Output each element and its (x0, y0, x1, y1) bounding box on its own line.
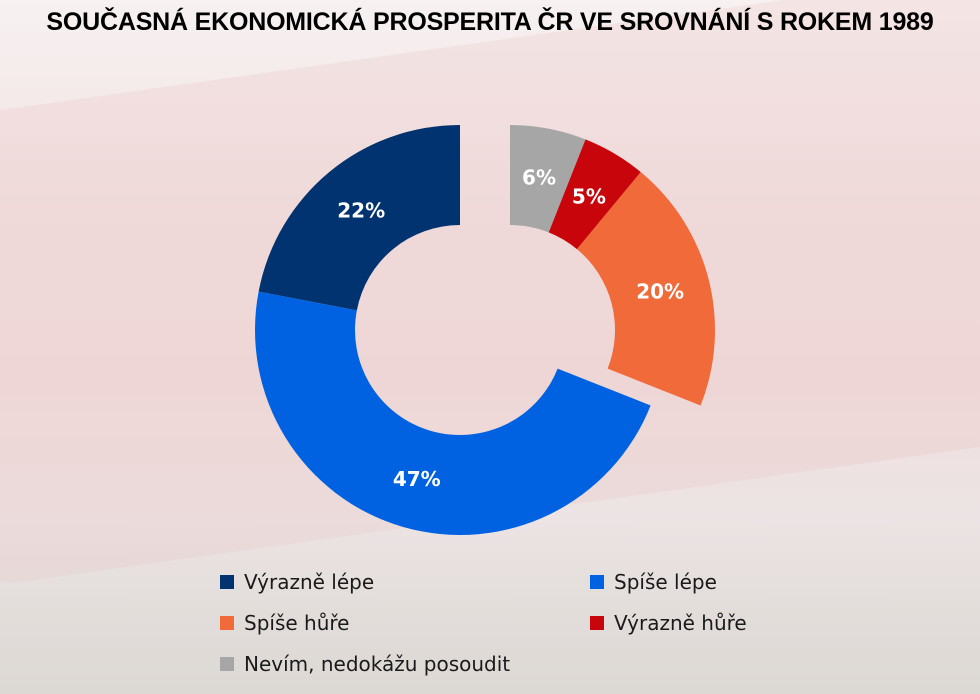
legend-label: Spíše lépe (614, 569, 717, 594)
legend-label: Nevím, nedokážu posoudit (244, 651, 511, 676)
slice-data-label-3: 5% (572, 185, 606, 209)
slice-data-label-2: 20% (636, 279, 684, 303)
legend-label: Spíše hůře (244, 610, 350, 635)
legend: Výrazně lépe Spíše lépe Spíše hůře Výraz… (220, 568, 820, 677)
donut-chart: 22% 47% 20% 5% 6% (254, 124, 715, 535)
legend-swatch (220, 656, 234, 671)
slice-data-label-0: 22% (337, 199, 385, 223)
donut-slice-1 (254, 291, 651, 535)
legend-swatch (220, 574, 234, 589)
donut-slice-2 (576, 172, 715, 406)
legend-label: Výrazně hůře (614, 610, 747, 635)
donut-slice-3 (548, 139, 641, 250)
legend-item-spise-lepe: Spíše lépe (590, 568, 820, 595)
legend-item-vyrazne-lepe: Výrazně lépe (220, 568, 590, 595)
legend-item-vyrazne-hure: Výrazně hůře (590, 609, 820, 636)
legend-label: Výrazně lépe (244, 569, 375, 594)
slice-data-label-1: 47% (393, 467, 441, 491)
legend-swatch (220, 615, 234, 630)
background-bottom (0, 520, 980, 694)
slice-data-label-4: 6% (522, 166, 556, 190)
donut-slice-4 (510, 125, 586, 233)
legend-swatch (590, 615, 604, 630)
chart-title: SOUČASNÁ EKONOMICKÁ PROSPERITA ČR VE SRO… (46, 8, 934, 36)
legend-item-spise-hure: Spíše hůře (220, 609, 590, 636)
legend-item-nevim: Nevím, nedokážu posoudit (220, 650, 590, 677)
legend-swatch (590, 574, 604, 589)
donut-slice-0 (258, 124, 460, 311)
